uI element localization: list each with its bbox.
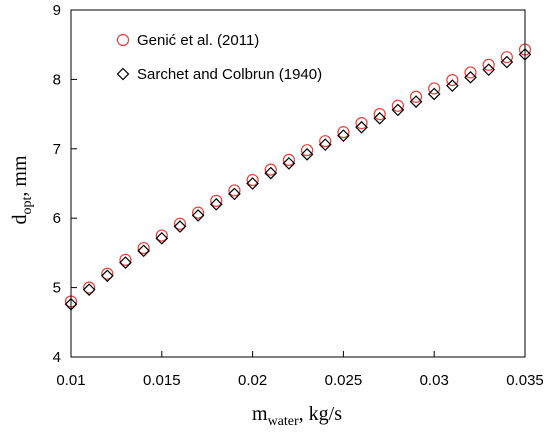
diamond-data-point [500, 55, 514, 69]
legend-circle-marker [116, 33, 130, 47]
diamond-data-point [191, 209, 205, 222]
diamond-data-point [173, 220, 187, 233]
circle-data-point [355, 117, 368, 130]
circle-data-point [264, 163, 277, 176]
x-axis-title: mwater, kg/s [252, 403, 342, 429]
circle-data-point [409, 90, 423, 103]
circle-data-point [300, 144, 314, 157]
circle-data-point [83, 281, 96, 294]
y-tick-label: 5 [53, 280, 61, 297]
x-tick-label: 0.01 [56, 372, 85, 389]
y-tick-label: 6 [53, 210, 61, 227]
diamond-data-point [100, 269, 114, 283]
diamond-data-point [373, 111, 387, 125]
legend: Genić et al. (2011) Sarchet and Colbrun (… [116, 32, 322, 83]
circle-data-point [500, 51, 513, 64]
diamond-data-point [209, 197, 223, 211]
circle-data-point [137, 241, 150, 255]
circle-data-point [101, 267, 114, 280]
y-axis-title: dopt, mm [9, 155, 35, 224]
diamond-data-point [318, 138, 332, 151]
circle-data-point [446, 73, 459, 87]
x-tick-label: 0.015 [143, 372, 181, 389]
circle-data-point [246, 173, 259, 187]
circle-data-point [173, 217, 187, 230]
y-tick-label: 4 [53, 349, 61, 366]
diamond-data-point [409, 95, 423, 108]
circle-data-point [210, 194, 223, 207]
diamond-data-point [391, 103, 405, 117]
x-tick-label: 0.03 [420, 372, 449, 389]
diamond-data-point [119, 256, 132, 269]
circle-data-point [192, 206, 205, 219]
legend-diamond-marker [116, 67, 130, 81]
diamond-data-point [228, 187, 241, 201]
x-tick-label: 0.025 [325, 372, 363, 389]
diamond-data-point [427, 87, 441, 101]
circle-data-point [282, 153, 296, 167]
y-tick-label: 7 [53, 141, 61, 158]
diamond-data-point [155, 231, 169, 245]
circle-data-point [228, 184, 241, 197]
series-1 [64, 43, 532, 308]
x-tick-label: 0.02 [238, 372, 267, 389]
diamond-data-point [264, 166, 278, 180]
diamond-data-point [337, 129, 350, 142]
circle-data-point [319, 135, 332, 148]
series-2 [64, 48, 532, 311]
data-points [64, 43, 532, 311]
diamond-data-point [282, 157, 296, 170]
legend-item: Genić et al. (2011) [116, 32, 259, 49]
y-tick-label: 8 [53, 71, 61, 88]
circle-data-point [482, 58, 495, 71]
plot-area-frame [70, 9, 526, 358]
circle-data-point [464, 66, 477, 79]
circle-data-point [155, 229, 168, 242]
diamond-data-point [355, 120, 368, 134]
circle-data-point [428, 82, 441, 95]
legend-item: Sarchet and Colbrun (1940) [116, 66, 322, 83]
diamond-data-point [300, 148, 314, 161]
diamond-data-point [464, 70, 477, 84]
diamond-data-point [482, 63, 496, 77]
diamond-data-point [137, 244, 150, 258]
circle-data-point [391, 99, 404, 112]
diamond-data-point [246, 177, 259, 190]
circle-data-point [373, 107, 386, 121]
circle-data-point [337, 126, 350, 139]
legend-label: Genić et al. (2011) [137, 32, 259, 49]
y-tick-label: 9 [53, 2, 61, 19]
diamond-data-point [82, 283, 96, 297]
diamond-data-point [446, 79, 459, 92]
legend-label: Sarchet and Colbrun (1940) [137, 66, 322, 83]
x-tick-label: 0.035 [506, 372, 544, 389]
axis-ticks: 0.01 0.015 0.02 0.025 0.03 0.035 4 5 6 7 8 9 [53, 2, 544, 389]
circle-data-point [119, 253, 132, 266]
